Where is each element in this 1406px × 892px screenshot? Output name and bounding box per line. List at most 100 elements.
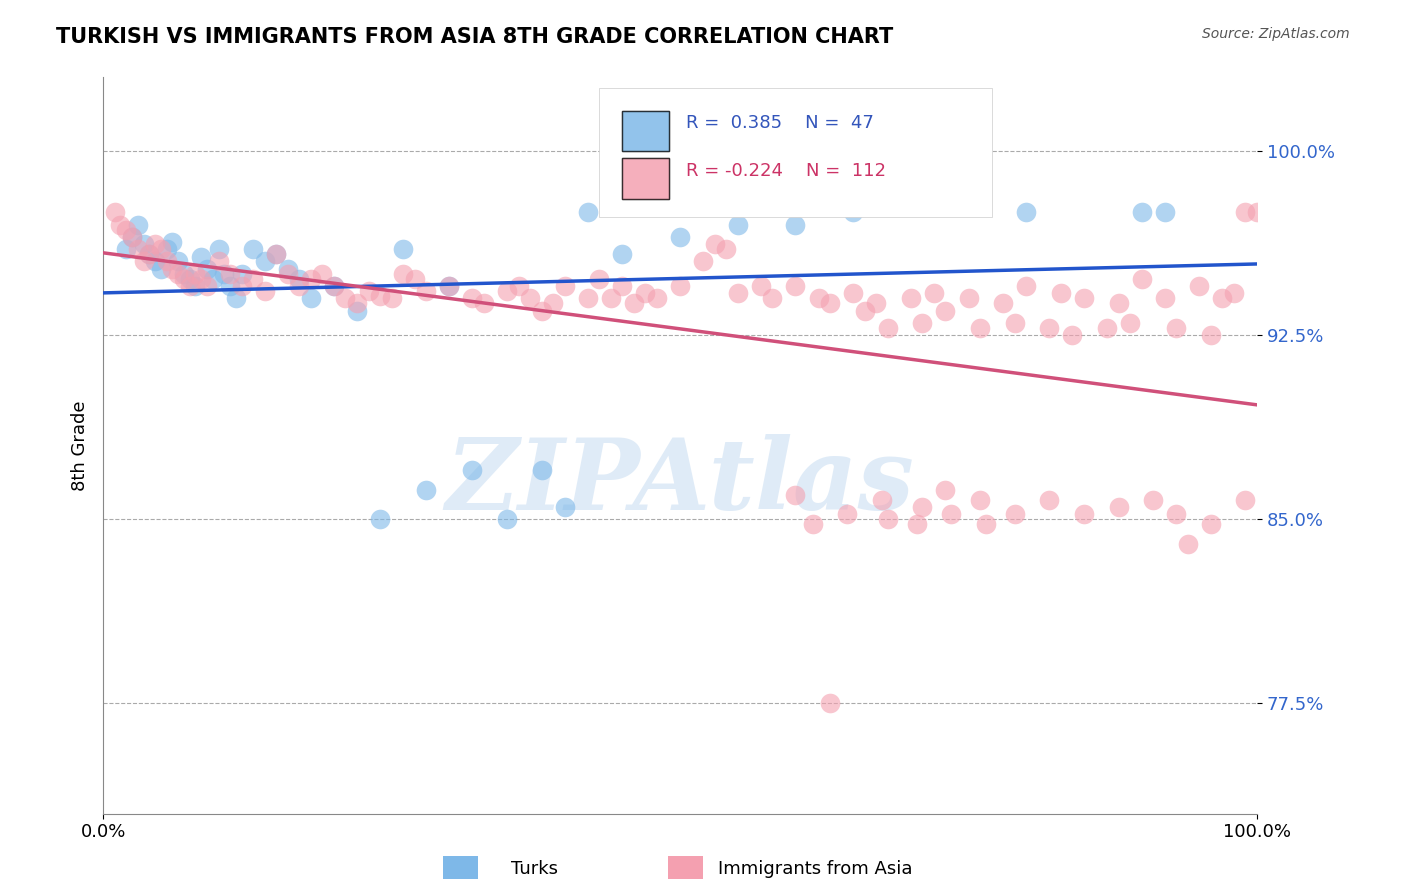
Text: R = -0.224    N =  112: R = -0.224 N = 112 (686, 162, 886, 180)
Y-axis label: 8th Grade: 8th Grade (72, 401, 89, 491)
Point (115, 222, 138, 236)
Point (934, 483, 956, 497)
Point (669, 279, 692, 293)
Point (541, 296, 564, 310)
Point (911, 500, 934, 514)
Point (110, 218, 132, 232)
Point (496, 512, 519, 526)
Point (121, 230, 143, 244)
Point (299, 291, 322, 305)
Point (346, 303, 368, 318)
Point (195, 261, 218, 276)
Point (173, 271, 195, 285)
Point (669, 230, 692, 244)
Point (905, 516, 928, 531)
Point (612, 279, 634, 293)
Point (415, 284, 437, 298)
Point (749, 279, 772, 293)
Point (322, 279, 344, 293)
Point (969, 492, 991, 507)
Point (1108, 296, 1130, 310)
Point (1130, 271, 1153, 285)
Point (588, 271, 610, 285)
Point (900, 291, 922, 305)
Point (801, 516, 824, 531)
Point (277, 267, 299, 281)
Point (167, 267, 190, 281)
Point (121, 230, 143, 244)
Point (876, 512, 898, 526)
Point (576, 291, 599, 305)
Point (612, 247, 634, 261)
Point (1223, 286, 1246, 301)
Point (1004, 316, 1026, 330)
Point (623, 296, 645, 310)
Point (127, 218, 149, 232)
Point (599, 291, 621, 305)
Point (727, 218, 749, 232)
Point (311, 267, 333, 281)
Text: TURKISH VS IMMIGRANTS FROM ASIA 8TH GRADE CORRELATION CHART: TURKISH VS IMMIGRANTS FROM ASIA 8TH GRAD… (56, 27, 893, 46)
Point (184, 267, 207, 281)
Point (219, 279, 242, 293)
Point (253, 284, 276, 298)
Point (1188, 279, 1211, 293)
Point (911, 316, 934, 330)
Point (1038, 492, 1060, 507)
Point (1004, 507, 1026, 521)
Point (576, 205, 599, 219)
Point (1015, 279, 1038, 293)
Point (1050, 286, 1073, 301)
Point (991, 296, 1014, 310)
Point (322, 279, 344, 293)
Point (231, 267, 253, 281)
Point (1199, 328, 1222, 343)
Point (508, 279, 530, 293)
Point (530, 463, 553, 477)
Point (922, 286, 945, 301)
Point (472, 296, 495, 310)
Point (645, 291, 668, 305)
Point (201, 271, 224, 285)
Point (115, 242, 138, 256)
Point (1211, 291, 1233, 305)
Point (1119, 316, 1142, 330)
Point (461, 463, 484, 477)
Point (1153, 205, 1175, 219)
Point (190, 271, 212, 285)
Point (1130, 205, 1153, 219)
Point (404, 271, 426, 285)
Point (179, 271, 201, 285)
Text: Turks: Turks (510, 860, 558, 878)
Point (207, 254, 229, 268)
Point (138, 247, 160, 261)
Point (692, 254, 714, 268)
Point (288, 279, 311, 293)
Point (934, 303, 956, 318)
Point (727, 286, 749, 301)
Point (1142, 492, 1164, 507)
Point (1062, 328, 1084, 343)
Point (1095, 320, 1118, 334)
Point (530, 303, 553, 318)
Point (132, 237, 155, 252)
Point (703, 237, 725, 252)
Point (143, 237, 166, 252)
Point (173, 267, 195, 281)
Point (225, 291, 247, 305)
Point (900, 181, 922, 195)
Point (1073, 291, 1095, 305)
Point (392, 242, 415, 256)
Point (870, 492, 893, 507)
Point (346, 296, 368, 310)
Point (162, 235, 184, 249)
Point (876, 320, 898, 334)
Point (277, 261, 299, 276)
Point (785, 487, 807, 501)
Point (842, 205, 865, 219)
Point (143, 254, 166, 268)
Text: Source: ZipAtlas.com: Source: ZipAtlas.com (1202, 27, 1350, 41)
Point (1166, 507, 1188, 521)
Point (1246, 205, 1268, 219)
Point (461, 291, 484, 305)
